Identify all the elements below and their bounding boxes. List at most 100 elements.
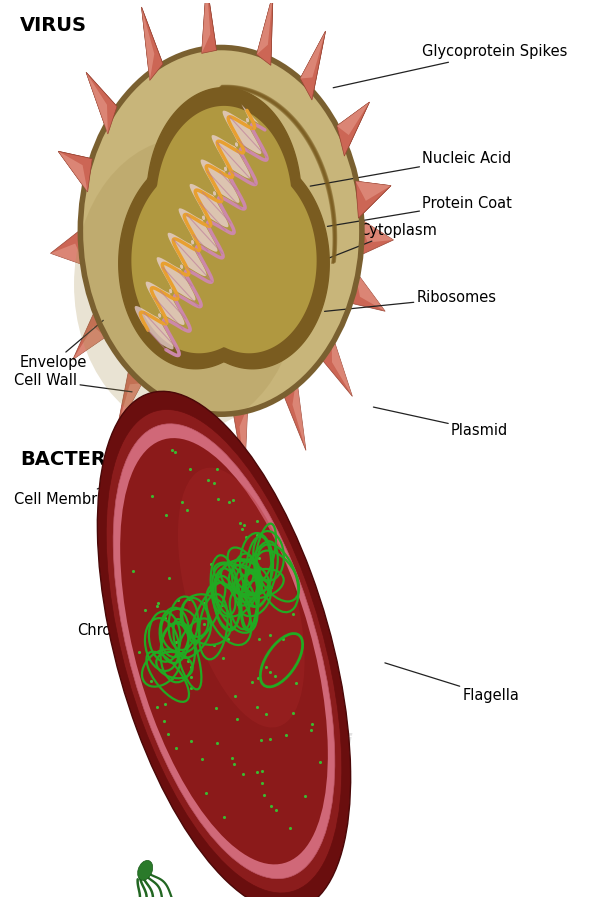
Point	[262, 707, 271, 722]
Text: Plasmid: Plasmid	[373, 407, 508, 437]
Polygon shape	[117, 383, 142, 430]
Polygon shape	[356, 181, 391, 201]
Point	[167, 670, 176, 685]
Polygon shape	[58, 151, 92, 192]
Point	[247, 674, 257, 688]
Polygon shape	[58, 151, 88, 192]
Point	[217, 598, 227, 612]
Point	[265, 665, 275, 680]
Polygon shape	[142, 7, 163, 80]
Polygon shape	[300, 32, 326, 100]
Point	[253, 671, 263, 686]
Point	[218, 651, 228, 665]
Point	[184, 591, 194, 606]
Ellipse shape	[74, 138, 299, 431]
Point	[154, 596, 163, 610]
Polygon shape	[257, 0, 273, 55]
Polygon shape	[202, 0, 211, 53]
Polygon shape	[300, 32, 326, 78]
Text: Glycoprotein Spikes: Glycoprotein Spikes	[333, 44, 568, 88]
Point	[232, 712, 241, 726]
Polygon shape	[257, 0, 273, 66]
Point	[187, 681, 196, 696]
Point	[291, 676, 301, 690]
Point	[161, 508, 171, 522]
Polygon shape	[119, 87, 329, 369]
Point	[201, 786, 211, 800]
Ellipse shape	[80, 48, 362, 414]
Point	[161, 610, 170, 625]
Text: VIRUS: VIRUS	[20, 16, 87, 35]
Polygon shape	[178, 400, 193, 472]
Point	[152, 599, 161, 614]
Text: Cell Wall: Cell Wall	[14, 373, 132, 392]
Point	[209, 638, 219, 652]
Point	[254, 551, 264, 565]
Point	[266, 580, 276, 595]
Polygon shape	[322, 333, 352, 396]
Polygon shape	[337, 102, 370, 135]
Point	[237, 521, 247, 535]
Point	[164, 727, 173, 742]
Polygon shape	[359, 219, 394, 256]
Point	[228, 493, 238, 508]
Polygon shape	[257, 0, 273, 55]
Point	[180, 670, 190, 684]
Ellipse shape	[137, 860, 153, 880]
Point	[266, 732, 275, 746]
Point	[265, 628, 275, 643]
Text: Cell Membrane: Cell Membrane	[14, 470, 149, 507]
Polygon shape	[58, 151, 92, 192]
Polygon shape	[284, 378, 306, 450]
Polygon shape	[332, 333, 352, 396]
Polygon shape	[202, 0, 217, 53]
Text: Cytoplasm: Cytoplasm	[284, 223, 437, 275]
Point	[200, 596, 209, 610]
Point	[257, 777, 267, 791]
Point	[186, 661, 196, 675]
Point	[220, 809, 229, 824]
Polygon shape	[239, 407, 248, 478]
Point	[146, 673, 156, 688]
Point	[239, 767, 248, 781]
Point	[164, 571, 173, 585]
Point	[167, 443, 177, 457]
Point	[172, 741, 181, 755]
Point	[223, 632, 232, 646]
Polygon shape	[356, 181, 391, 218]
Polygon shape	[337, 102, 370, 156]
Polygon shape	[117, 362, 142, 430]
Point	[128, 563, 138, 578]
Ellipse shape	[120, 438, 328, 864]
Point	[160, 697, 170, 711]
Point	[307, 716, 317, 731]
Polygon shape	[202, 0, 217, 53]
Point	[199, 616, 209, 631]
Point	[266, 798, 276, 813]
Polygon shape	[233, 407, 248, 478]
Point	[213, 492, 223, 507]
Text: Flagella: Flagella	[385, 663, 520, 704]
Point	[185, 462, 194, 476]
Text: Ribosomes: Ribosomes	[325, 291, 497, 311]
Point	[262, 660, 271, 674]
Point	[187, 670, 196, 685]
Point	[173, 593, 183, 608]
Polygon shape	[355, 270, 385, 311]
Point	[252, 514, 262, 528]
Point	[182, 502, 191, 517]
Polygon shape	[337, 102, 370, 156]
Text: fi: fi	[336, 734, 353, 753]
Point	[134, 645, 143, 660]
Polygon shape	[356, 181, 391, 201]
Polygon shape	[337, 102, 370, 135]
Point	[203, 472, 213, 487]
Point	[252, 527, 262, 542]
Point	[177, 494, 187, 508]
Point	[230, 757, 239, 771]
Point	[211, 700, 221, 715]
Point	[242, 530, 251, 544]
Point	[253, 699, 262, 714]
Polygon shape	[134, 104, 262, 349]
Polygon shape	[257, 0, 273, 66]
